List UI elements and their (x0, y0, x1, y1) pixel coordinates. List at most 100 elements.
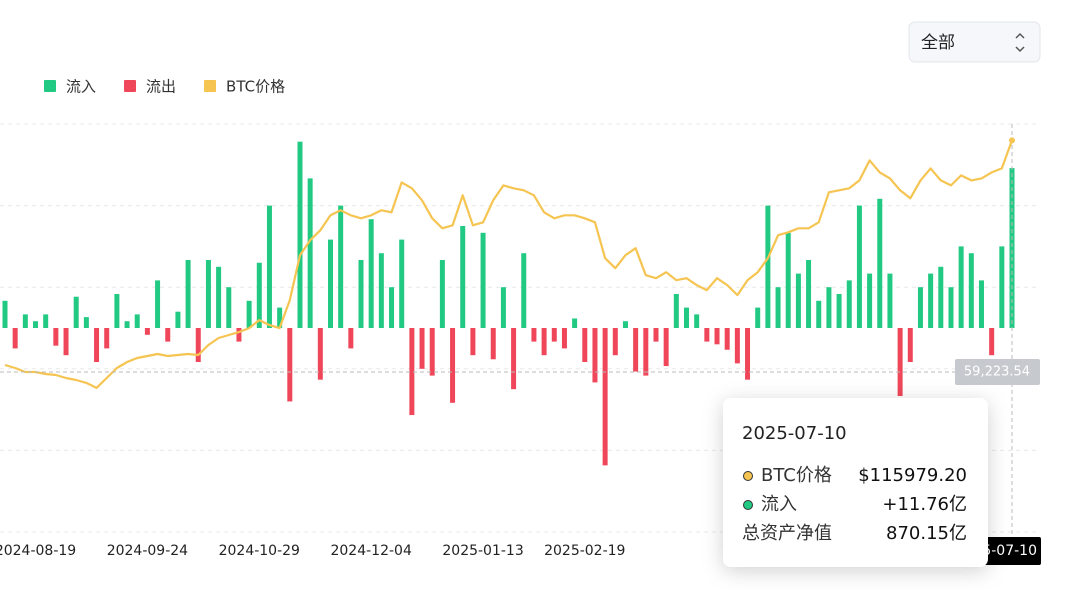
bar (124, 321, 130, 328)
bar (704, 328, 710, 342)
legend-label: 流出 (146, 78, 176, 96)
crosshair-label: 59,223.54 (964, 364, 1030, 379)
bar (399, 239, 405, 328)
x-tick-label: 2024-09-24 (107, 543, 188, 559)
bar (734, 328, 740, 364)
bar (256, 262, 262, 328)
bar (216, 266, 222, 328)
bar (409, 328, 415, 416)
legend-label: BTC价格 (226, 78, 285, 96)
bar (307, 178, 313, 328)
bar (470, 328, 476, 356)
bar (450, 328, 456, 403)
price-point (1009, 137, 1015, 144)
bar (114, 294, 120, 328)
bar (185, 260, 191, 328)
bar (572, 318, 578, 328)
bar (775, 287, 781, 328)
bar (795, 273, 801, 328)
x-tick-label: 2024-10-29 (219, 543, 300, 559)
legend-swatch (44, 80, 56, 92)
bar (205, 260, 211, 328)
bar (134, 314, 140, 328)
bar (582, 328, 588, 362)
bar (1009, 168, 1015, 328)
x-tick-label: 2024-08-19 (0, 543, 76, 559)
crosshair-label-box (955, 358, 1040, 385)
filter-dropdown[interactable]: 全部 (908, 21, 1041, 63)
dropdown-label[interactable]: 全部 (921, 33, 955, 53)
bar (999, 246, 1005, 328)
dropdown-chevron[interactable] (1015, 32, 1025, 53)
bar (83, 317, 89, 328)
dropdown-box[interactable] (908, 21, 1041, 63)
tooltip-row-value: 870.15亿 (886, 523, 967, 544)
bar (195, 328, 201, 362)
x-tick-label: 2025-02-19 (544, 543, 625, 559)
bar (917, 287, 923, 328)
tooltip-date: 2025-07-10 (742, 423, 847, 444)
bar (653, 328, 659, 342)
bar (765, 205, 771, 328)
bar (826, 287, 832, 328)
bar (724, 328, 730, 350)
bar (867, 273, 873, 328)
bar (968, 253, 974, 328)
bar (592, 328, 598, 383)
bar (12, 328, 18, 349)
bar (266, 205, 272, 328)
bar (2, 300, 8, 328)
tooltip-row-label: BTC价格 (761, 465, 832, 486)
bar (53, 328, 59, 346)
bar (155, 280, 161, 328)
bar (938, 266, 944, 328)
bar (22, 314, 28, 328)
bar (755, 307, 761, 328)
bar (714, 328, 720, 345)
bar (948, 287, 954, 328)
bar (521, 253, 527, 328)
bar (806, 260, 812, 328)
bar (236, 328, 242, 342)
price-line (4, 140, 1014, 389)
bar (348, 328, 354, 349)
bar (836, 294, 842, 328)
bar (287, 328, 293, 402)
bar (63, 328, 69, 356)
bar (673, 294, 679, 328)
bar (602, 328, 608, 466)
x-tick-label: 2025-01-13 (442, 543, 523, 559)
bar (561, 328, 567, 349)
bar (338, 205, 344, 328)
bar (317, 328, 323, 380)
bar (816, 300, 822, 328)
bar (877, 198, 883, 328)
bar (500, 287, 506, 328)
bar (622, 321, 628, 328)
bar (297, 141, 303, 328)
bar (643, 328, 649, 376)
bar (389, 287, 395, 328)
legend-label: 流入 (66, 78, 96, 96)
bar (612, 328, 618, 356)
legend-swatch (204, 80, 217, 92)
bar (897, 328, 903, 396)
bar (887, 273, 893, 328)
bar (73, 296, 79, 328)
bar (663, 328, 669, 367)
bar (246, 300, 252, 328)
tooltip-dot (743, 471, 753, 481)
bar (144, 328, 150, 335)
bar (907, 328, 913, 362)
bar (33, 321, 39, 328)
bar (694, 314, 700, 328)
bar (358, 260, 364, 328)
bar (846, 280, 852, 328)
bar (43, 314, 49, 328)
tooltip-row-value: $115979.20 (858, 465, 967, 486)
bar (460, 226, 466, 328)
bar (490, 328, 496, 360)
bar (978, 280, 984, 328)
